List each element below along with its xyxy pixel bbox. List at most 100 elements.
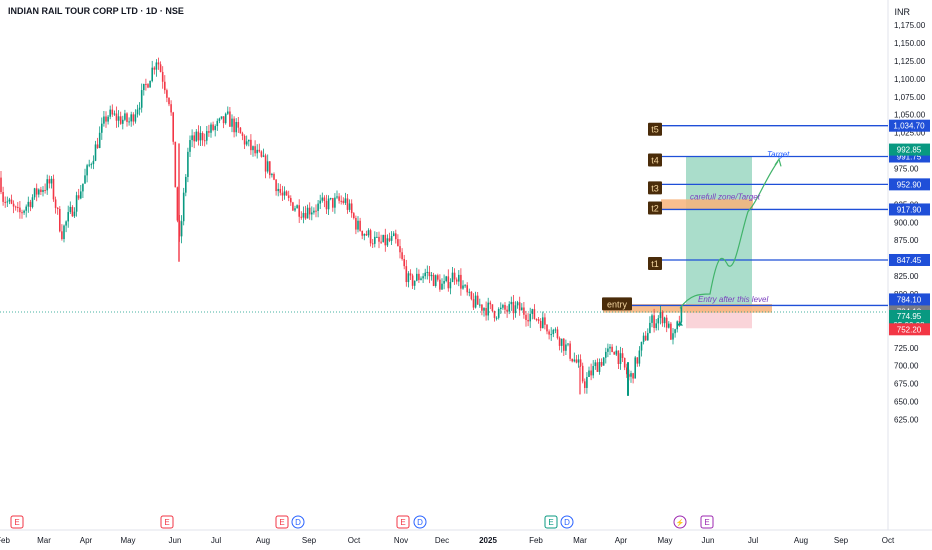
candle-body [558,338,561,346]
x-tick-label: Jul [748,536,758,545]
candle-body [581,365,584,382]
candle-body [170,104,172,113]
candle-body [495,317,498,319]
candle-body [302,212,305,218]
earnings-marker[interactable] [396,515,410,529]
earnings-label: E [548,518,553,527]
candle-body [353,213,355,219]
candle-body [132,114,135,122]
candle-body [313,210,315,213]
y-tick-label: 1,125.00 [894,57,926,66]
candle-body [96,144,99,148]
candle-body [447,276,450,289]
candle-body [527,319,529,322]
candle-body [605,351,607,358]
candle-body [14,206,17,208]
dividend-marker[interactable] [291,515,305,529]
candle-body [510,301,513,305]
x-tick-label: Sep [302,536,317,545]
candle-body [266,161,269,172]
careful-zone-note: carefull zone/Target [690,192,761,201]
candle-body [304,212,307,219]
x-tick-label: Apr [80,536,93,545]
candle-body [432,274,435,286]
axis-price-text: 1,034.70 [893,122,925,131]
candle-body [428,271,431,277]
candle-body [239,127,242,134]
candle-body [512,301,515,314]
dividend-marker[interactable] [413,515,427,529]
candle-body [437,275,439,280]
candle-body [145,83,147,85]
candle-body [493,311,496,318]
candle-body [250,139,252,151]
candle-body [413,280,416,286]
candle-body [208,131,210,133]
candle-body [554,329,557,331]
candle-body [668,323,670,328]
y-tick-label: 675.00 [894,380,919,389]
candle-body [621,353,624,358]
earnings-label: E [14,518,19,527]
y-tick-label: 700.00 [894,362,919,371]
candle-body [609,346,611,349]
earnings-marker[interactable] [275,515,289,529]
level-tag-entry[interactable] [602,297,632,311]
candle-body [153,67,156,70]
candle-body [210,124,212,133]
candle-body [172,112,174,142]
candle-body [401,252,403,260]
earnings-marker[interactable] [10,515,24,529]
candle-body [38,189,40,195]
dividend-marker[interactable] [560,515,574,529]
candle-body [518,302,521,311]
candle-body [237,122,240,128]
level-tag-t2[interactable] [648,201,662,215]
earnings-label: E [400,518,405,527]
x-tick-label: Aug [256,536,270,545]
candle-body [474,295,477,308]
candle-body [98,132,101,148]
candle-body [48,179,51,184]
candle-body [46,179,48,191]
candle-body [54,199,57,208]
candle-body [441,283,443,290]
level-tag-t4[interactable] [648,153,662,167]
candle-body [73,211,76,217]
axis-price-text: 774.95 [897,312,922,321]
y-tick-label: 625.00 [894,416,919,425]
candle-body [218,118,221,121]
candle-body [434,275,437,286]
candle-body [476,295,479,305]
candle-body [548,331,550,335]
x-tick-label: Mar [573,536,587,545]
earnings-marker[interactable] [700,515,714,529]
candle-body [92,160,95,165]
earnings-marker[interactable] [160,515,174,529]
candle-body [449,282,452,289]
candle-body [155,62,158,70]
earnings-marker[interactable] [544,515,558,529]
candle-body [602,357,605,366]
candle-body [468,291,471,293]
candle-body [584,381,586,388]
candle-body [122,119,124,124]
split-marker[interactable] [673,515,687,529]
axis-price-text: 991.75 [897,152,922,161]
level-tag-t1[interactable] [648,256,662,270]
candle-body [575,359,578,363]
candle-body [636,357,639,364]
candle-body [212,124,214,130]
candle-body [273,173,275,180]
candle-body [214,126,216,130]
level-tag-t3[interactable] [648,181,662,195]
level-tag-t5[interactable] [648,122,662,136]
y-tick-label: 1,150.00 [894,39,926,48]
candle-body [119,116,122,124]
candle-body [88,164,90,166]
level-tag-label: t1 [651,259,659,269]
candle-body [422,276,424,279]
candle-body [588,370,590,378]
candle-body [298,205,300,217]
